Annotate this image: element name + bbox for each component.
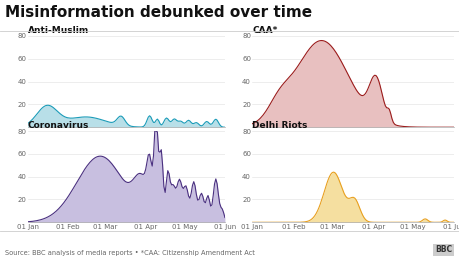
Text: Anti-Muslim: Anti-Muslim bbox=[28, 26, 89, 35]
Text: Misinformation debunked over time: Misinformation debunked over time bbox=[5, 5, 312, 20]
Text: Source: BBC analysis of media reports • *CAA: Citizenship Amendment Act: Source: BBC analysis of media reports • … bbox=[5, 250, 254, 256]
Text: Delhi Riots: Delhi Riots bbox=[252, 121, 308, 130]
Text: BBC: BBC bbox=[435, 245, 452, 254]
Text: CAA*: CAA* bbox=[252, 26, 278, 35]
Text: Coronavirus: Coronavirus bbox=[28, 121, 89, 130]
